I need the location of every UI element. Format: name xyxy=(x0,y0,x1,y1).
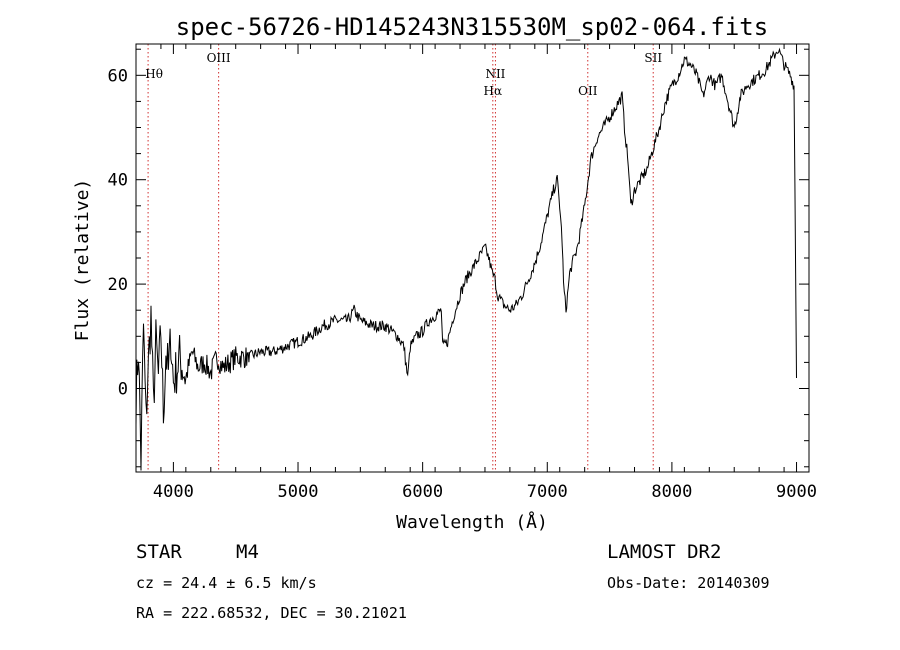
x-tick-label: 9000 xyxy=(776,482,817,502)
x-tick-label: 8000 xyxy=(651,482,692,502)
observation-date: Obs-Date: 20140309 xyxy=(607,574,770,592)
plot-frame xyxy=(135,43,810,473)
x-tick-label: 6000 xyxy=(402,482,443,502)
y-tick-label: 40 xyxy=(108,171,128,191)
y-tick-label: 60 xyxy=(108,66,128,86)
y-tick-label: 0 xyxy=(118,379,128,399)
y-axis-label: Flux (relative) xyxy=(72,179,93,342)
emission-line-label: NII xyxy=(485,67,505,81)
redshift-cz: cz = 24.4 ± 6.5 km/s xyxy=(136,574,317,592)
star-class: STAR xyxy=(136,541,182,563)
emission-line-label: OII xyxy=(578,84,598,98)
x-axis-label: Wavelength (Å) xyxy=(396,511,548,533)
emission-line-label: Hα xyxy=(484,84,503,98)
spectrum-chart: spec-56726-HD145243N315530M_sp02-064.fit… xyxy=(72,13,817,533)
survey-name: LAMOST DR2 xyxy=(607,541,722,563)
x-tick-label: 4000 xyxy=(153,482,194,502)
y-tick-label: 20 xyxy=(108,275,128,295)
emission-line-label: OIII xyxy=(207,51,231,65)
emission-line-label: SII xyxy=(644,51,662,65)
star-subclass: M4 xyxy=(236,541,259,563)
emission-line-label: Hθ xyxy=(145,67,163,81)
x-tick-label: 7000 xyxy=(527,482,568,502)
ra-dec-coords: RA = 222.68532, DEC = 30.21021 xyxy=(136,604,407,622)
spectrum-line xyxy=(135,47,797,471)
chart-title: spec-56726-HD145243N315530M_sp02-064.fit… xyxy=(176,13,768,41)
x-tick-label: 5000 xyxy=(278,482,319,502)
